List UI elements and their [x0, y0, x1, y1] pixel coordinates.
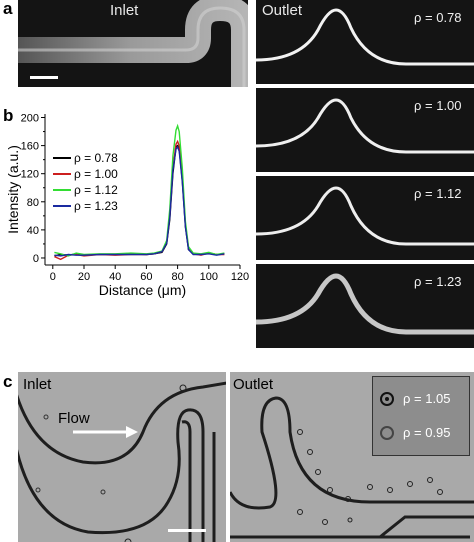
inlet-image-c: Inlet Flow — [18, 372, 226, 542]
density-inset: ρ = 1.05 ρ = 0.95 — [372, 376, 470, 456]
x-tick-label: 120 — [231, 271, 249, 283]
y-tick-label: 200 — [21, 113, 39, 125]
x-ticks: 0 20 40 60 80 100 120 — [50, 265, 249, 283]
outlet-rho-label-3: ρ = 1.12 — [414, 186, 462, 201]
y-tick-label: 0 — [33, 253, 39, 265]
panel-letter-c: c — [3, 372, 13, 391]
series-lines — [54, 123, 225, 261]
x-tick-label: 60 — [140, 271, 152, 283]
inlet-image-a: Inlet — [18, 0, 248, 87]
outlet-image-1: Outlet ρ = 0.78 — [256, 0, 474, 84]
outlet-channel-c — [230, 396, 474, 539]
y-tick-label: 120 — [21, 169, 39, 181]
scale-bar — [30, 76, 58, 79]
panel-letter-a: a — [3, 0, 13, 18]
outlet-stream-3 — [256, 186, 474, 246]
outlet-image-3: ρ = 1.12 — [256, 176, 474, 260]
x-tick-label: 40 — [109, 271, 121, 283]
outlet-rho-label-4: ρ = 1.23 — [414, 274, 462, 289]
inset-label-2: ρ = 0.95 — [403, 425, 451, 440]
x-axis-label: Distance (μm) — [99, 282, 186, 298]
x-tick-label: 20 — [78, 271, 90, 283]
outlet-title-c: Outlet — [233, 376, 274, 393]
panel-letter-b: b — [3, 106, 14, 125]
legend-label: ρ = 1.12 — [74, 183, 118, 197]
inlet-title-c: Inlet — [23, 376, 52, 393]
flow-label: Flow — [58, 410, 90, 427]
inlet-channel-drawing — [18, 0, 248, 87]
legend: ρ = 0.78 ρ = 1.00 ρ = 1.12 ρ = 1.23 — [53, 151, 118, 213]
legend-label: ρ = 0.78 — [74, 151, 118, 165]
outlet-stream-4 — [256, 273, 474, 335]
flow-arrow-head — [126, 426, 138, 438]
outlet-image-2: ρ = 1.00 — [256, 88, 474, 172]
outlet-stream-1 — [256, 8, 474, 66]
y-ticks: 0 40 80 120 160 200 — [21, 113, 45, 265]
y-axis-label: Intensity (a.u.) — [5, 145, 21, 234]
y-tick-label: 160 — [21, 141, 39, 153]
x-tick-label: 80 — [171, 271, 183, 283]
x-tick-label: 0 — [50, 271, 56, 283]
outlet-image-4: ρ = 1.23 — [256, 264, 474, 348]
inlet-title-a: Inlet — [110, 2, 139, 19]
inset-label-1: ρ = 1.05 — [403, 391, 451, 406]
outlet-title-a: Outlet — [262, 2, 303, 19]
inlet-channel-c — [18, 381, 226, 542]
legend-label: ρ = 1.23 — [74, 199, 118, 213]
legend-label: ρ = 1.00 — [74, 167, 118, 181]
y-tick-label: 40 — [27, 225, 39, 237]
inset-particles — [380, 392, 394, 440]
outlet-image-c: Outlet ρ = 1.05 ρ = 0.95 — [230, 372, 474, 542]
x-tick-label: 100 — [200, 271, 218, 283]
scale-bar-c — [168, 529, 206, 532]
outlet-rho-label-1: ρ = 0.78 — [414, 10, 462, 25]
y-tick-label: 80 — [27, 197, 39, 209]
outlet-rho-label-2: ρ = 1.00 — [414, 98, 462, 113]
series-line-4 — [54, 145, 225, 257]
outlet-stream-2 — [256, 98, 474, 154]
